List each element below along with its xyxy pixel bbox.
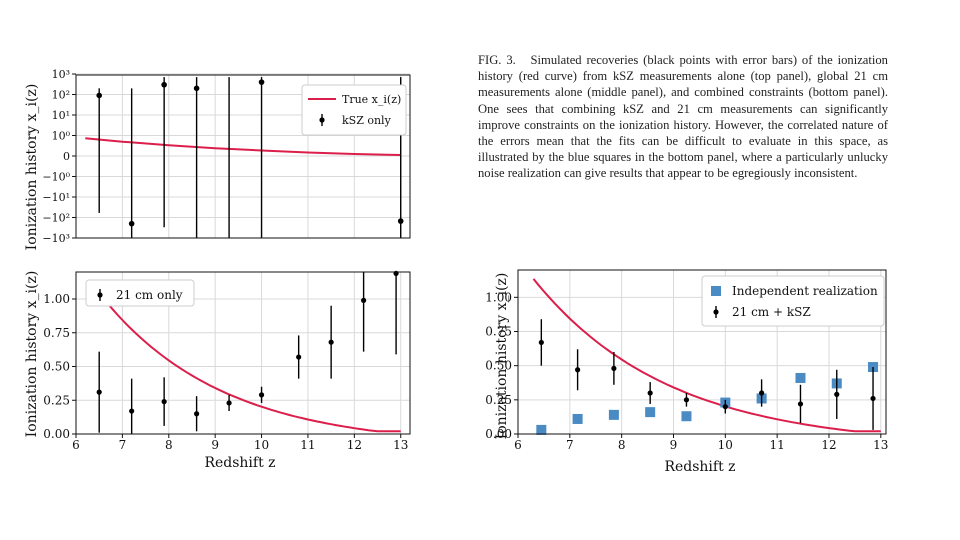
data-point: [96, 389, 102, 395]
bottom-ylabel: Ionization history x_i(z): [494, 273, 510, 440]
data-point: [128, 220, 135, 227]
data-point: [759, 390, 765, 396]
y-tick-label: 0.25: [43, 393, 70, 407]
legend-box: [85, 279, 195, 307]
y-tick-label: 10¹: [52, 109, 70, 122]
y-tick-label: −10³: [42, 232, 70, 245]
y-tick-label: −10²: [42, 212, 70, 225]
legend-square-marker: [711, 286, 721, 296]
middle-panel-21cm-only: Ionization history x_i(z) Redshift z 6 7 8…: [24, 271, 411, 471]
caption-label: FIG. 3.: [478, 53, 516, 67]
middle-ylabel: Ionization history x_i(z): [24, 271, 40, 438]
x-tick-label: 11: [300, 438, 315, 452]
truth-curve: [532, 278, 881, 433]
data-point: [161, 399, 167, 405]
legend-label: kSZ only: [342, 114, 392, 127]
realization-square: [572, 413, 583, 424]
data-point: [538, 339, 544, 346]
legend-box: [301, 84, 407, 136]
legend-label: 21 cm only: [116, 288, 183, 302]
x-tick-label: 8: [165, 438, 173, 452]
data-point: [611, 365, 617, 371]
data-point: [129, 408, 135, 414]
legend-point-marker: [319, 117, 325, 123]
y-tick-label: 10³: [52, 68, 70, 81]
data-point: [226, 400, 232, 406]
legend-point-marker: [713, 309, 719, 315]
data-point: [161, 81, 167, 88]
y-tick-label: 0.00: [485, 427, 512, 441]
data-point: [96, 92, 102, 99]
data-point: [647, 390, 653, 396]
x-tick-label: 9: [211, 438, 219, 452]
y-tick-label: 10²: [52, 89, 70, 102]
truth-curve: [85, 137, 401, 156]
caption-text: Simulated recoveries (black points with …: [478, 53, 888, 181]
data-point: [722, 404, 728, 410]
data-point: [870, 395, 876, 402]
truth-curve: [89, 280, 401, 433]
y-tick-label: 0.75: [485, 325, 512, 339]
legend-label: True x_i(z): [342, 93, 401, 106]
realization-square: [868, 362, 879, 373]
bottom-panel-combined: Ionization history x_i(z) Redshift z 6 7 8…: [485, 269, 888, 475]
data-point: [258, 392, 265, 398]
x-tick-label: 10: [254, 438, 269, 452]
x-tick-label: 6: [72, 438, 80, 452]
data-point: [797, 401, 804, 407]
data-point: [258, 79, 265, 85]
data-point: [397, 218, 404, 224]
x-tick-label: 7: [119, 438, 127, 452]
x-tick-label: 13: [873, 438, 888, 452]
y-tick-label: 0: [63, 150, 70, 163]
y-tick-label: 1.00: [43, 292, 70, 306]
plot-frame: [75, 271, 411, 435]
top-panel-kSZ-only: Ionization history x_i(z) 10³ 10² 10¹ 10⁰ 0 −…: [24, 68, 411, 251]
y-tick-label: 0.00: [43, 427, 70, 441]
realization-square: [681, 411, 692, 422]
legend-label: 21 cm + kSZ: [732, 305, 811, 319]
y-tick-label: 0.25: [485, 393, 512, 407]
data-point: [296, 354, 302, 360]
middle-xlabel: Redshift z: [204, 455, 275, 471]
legend-point-marker: [97, 292, 103, 298]
y-tick-label: 10⁰: [52, 130, 71, 143]
bottom-xlabel: Redshift z: [664, 459, 735, 475]
top-ylabel: Ionization history x_i(z): [24, 84, 40, 251]
y-tick-label: −10⁰: [42, 171, 70, 184]
realization-square: [795, 372, 806, 383]
data-point: [328, 339, 334, 345]
x-tick-label: 11: [770, 438, 785, 452]
realization-square: [608, 409, 619, 420]
x-tick-label: 9: [670, 438, 678, 452]
y-tick-label: 0.50: [43, 360, 70, 374]
x-tick-label: 7: [566, 438, 574, 452]
x-tick-label: 12: [821, 438, 836, 452]
y-tick-label: −10¹: [42, 191, 70, 204]
y-tick-label: 1.00: [485, 290, 512, 304]
x-tick-label: 12: [347, 438, 362, 452]
x-tick-label: 6: [514, 438, 522, 452]
x-tick-label: 10: [718, 438, 733, 452]
plot-frame: [517, 269, 887, 435]
data-point: [361, 297, 367, 303]
realization-square: [536, 424, 547, 435]
data-point: [683, 397, 690, 403]
y-tick-label: 0.50: [485, 359, 512, 373]
x-tick-label: 13: [393, 438, 408, 452]
legend-box: [701, 275, 885, 327]
data-point: [194, 411, 200, 417]
data-point: [834, 391, 840, 397]
y-tick-label: 0.75: [43, 326, 70, 340]
x-tick-label: 8: [618, 438, 626, 452]
figure-caption: FIG. 3. Simulated recoveries (black poin…: [478, 52, 888, 182]
realization-square: [645, 407, 656, 418]
legend-label: Independent realization: [732, 284, 878, 298]
data-point: [193, 85, 200, 92]
data-point: [575, 367, 581, 373]
